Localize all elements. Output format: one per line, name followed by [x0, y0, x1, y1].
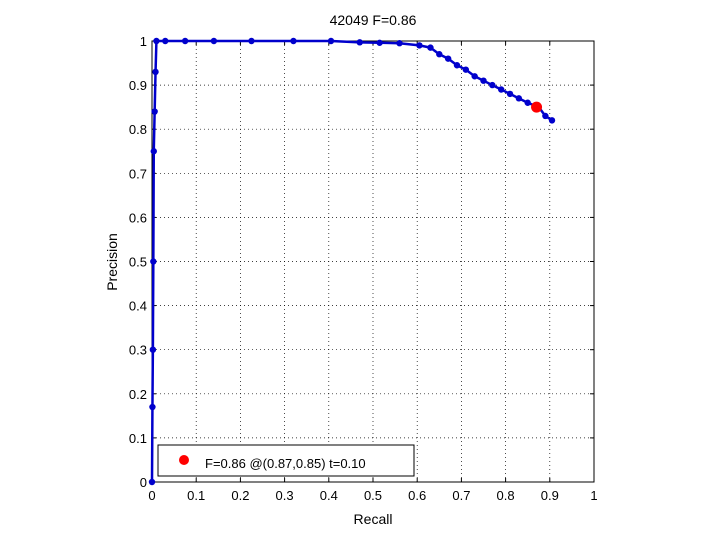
- pr-curve-point: [210, 37, 218, 45]
- x-tick-label: 0.4: [320, 488, 338, 503]
- pr-curve-point: [515, 95, 523, 102]
- x-tick-label: 0.7: [452, 488, 470, 503]
- pr-curve-point: [148, 478, 156, 486]
- pr-curve-point: [480, 77, 487, 84]
- y-tick-label: 0.5: [129, 255, 147, 270]
- pr-curve-point: [462, 66, 470, 73]
- y-tick-label: 0.8: [129, 122, 147, 137]
- y-tick-label: 0.4: [129, 299, 147, 314]
- pr-curve-point: [444, 55, 452, 62]
- y-axis-title: Precision: [104, 233, 120, 291]
- pr-curve-point: [436, 51, 443, 58]
- x-axis-title: Recall: [354, 511, 393, 527]
- pr-curve-point: [151, 108, 158, 115]
- pr-curve-point: [248, 37, 255, 45]
- pr-curve-point: [396, 40, 403, 47]
- series-layer: [148, 37, 556, 486]
- pr-curve-point: [162, 37, 169, 45]
- pr-curve-point: [497, 86, 505, 93]
- legend-box: [157, 444, 415, 477]
- pr-curve-point: [416, 42, 423, 49]
- best-f-point: [531, 101, 543, 113]
- pr-curve-point: [489, 81, 496, 89]
- pr-curve-point: [150, 148, 157, 155]
- x-tick-label: 0: [148, 488, 155, 503]
- x-tick-label: 0.1: [187, 488, 205, 503]
- y-tick-label: 0.1: [129, 431, 147, 446]
- y-tick-label: 0.6: [129, 210, 147, 225]
- x-tick-label: 0.3: [276, 488, 294, 503]
- pr-curve-point: [427, 44, 434, 51]
- y-tick-label: 0.9: [129, 78, 147, 93]
- pr-curve-point: [153, 37, 160, 45]
- pr-curve-point: [376, 39, 383, 46]
- y-tick-label: 0.2: [129, 387, 147, 402]
- pr-curve-point: [149, 346, 157, 353]
- pr-curve-point: [290, 37, 297, 45]
- legend-marker: [179, 455, 189, 465]
- legend-label: F=0.86 @(0.87,0.85) t=0.10: [205, 456, 366, 471]
- y-tick-label: 0.3: [129, 343, 147, 358]
- pr-curve-point: [524, 99, 531, 106]
- x-tick-label: 0.9: [541, 488, 559, 503]
- y-tick-labels: 0 0.1 0.2 0.3 0.4 0.5 0.6 0.7 0.8 0.9 1: [129, 34, 147, 490]
- pr-curve-point: [152, 68, 159, 76]
- pr-curve-point: [181, 37, 189, 45]
- y-tick-label: 0: [140, 475, 147, 490]
- pr-curve-point: [548, 117, 556, 124]
- pr-curve-point: [150, 258, 157, 265]
- pr-curve-point: [149, 403, 156, 411]
- chart-title: 42049 F=0.86: [330, 12, 417, 28]
- legend: F=0.86 @(0.87,0.85) t=0.10: [157, 444, 415, 477]
- y-tick-label: 0.7: [129, 166, 147, 181]
- x-tick-label: 0.2: [231, 488, 249, 503]
- grid-lines: [152, 41, 594, 482]
- y-tick-label: 1: [140, 34, 147, 49]
- pr-curve-point: [542, 112, 549, 120]
- pr-curve-point: [356, 39, 363, 46]
- x-tick-labels: 0 0.1 0.2 0.3 0.4 0.5 0.6 0.7 0.8 0.9 1: [148, 488, 597, 503]
- x-tick-label: 0.6: [408, 488, 426, 503]
- x-tick-label: 0.8: [497, 488, 515, 503]
- x-tick-label: 0.5: [364, 488, 382, 503]
- pr-curve-point: [506, 90, 514, 98]
- x-tick-label: 1: [590, 488, 597, 503]
- pr-curve-point: [471, 73, 478, 80]
- pr-curve-point: [453, 62, 461, 69]
- pr-curve-point: [327, 37, 335, 45]
